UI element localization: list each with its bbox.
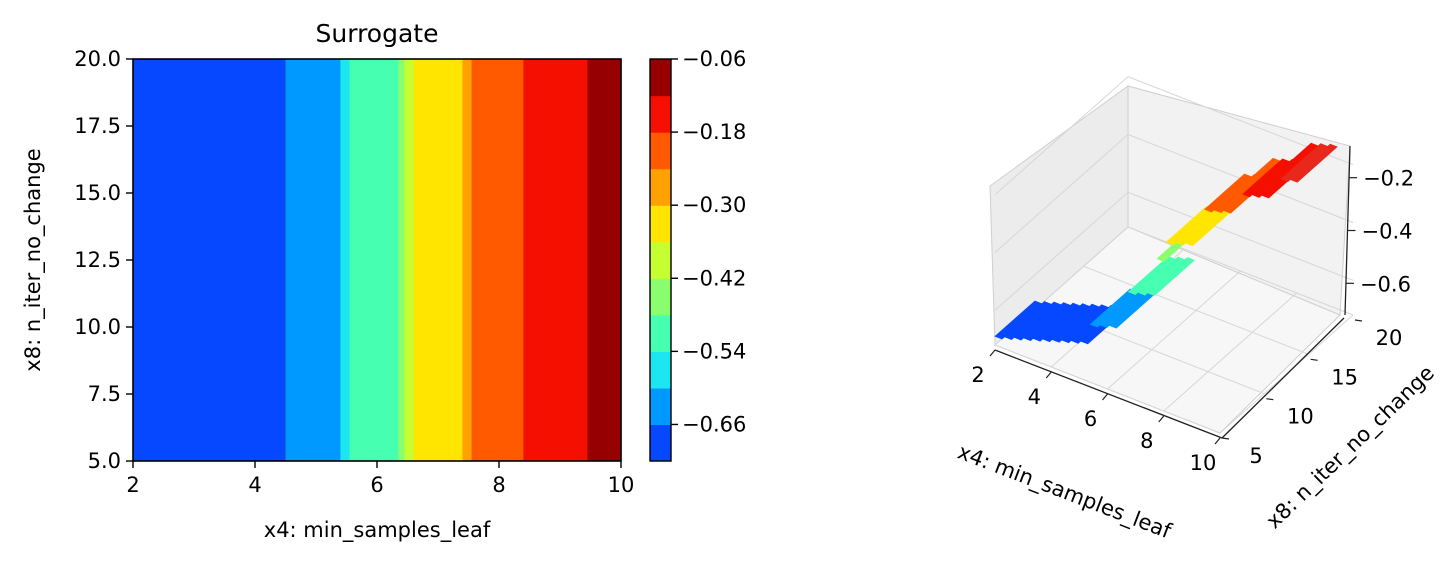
colorbar-cell-0 [650, 424, 671, 462]
y-tick-label: 5.0 [88, 449, 121, 473]
floor-grid-line [1107, 270, 1241, 390]
x-tick-label: 6 [370, 473, 383, 497]
colorbar-cell-1 [650, 387, 671, 426]
x-axis-ticks-3d: 2 4 6 8 10 [971, 349, 1221, 475]
x-tick-label-3d: 10 [1190, 451, 1217, 475]
colorbar-tick-label: −0.66 [682, 412, 746, 436]
contour-band-7 [462, 59, 473, 461]
colorbar-cell-3 [650, 314, 671, 352]
colorbar-cell-5 [650, 241, 671, 279]
x-axis-line [994, 349, 1223, 439]
contour-plot: Surrogate 2 4 6 8 10 5.0 7.5 10.0 12.5 15.0 17.5 2… [21, 19, 634, 543]
contour-band-9 [523, 59, 589, 461]
y-tick-label-3d: 15 [1331, 365, 1358, 389]
y-tick-label-3d: 20 [1376, 326, 1403, 350]
contour-band-10 [587, 59, 622, 461]
colorbar-tick-label: −0.06 [682, 47, 746, 71]
x-tick-label-3d: 6 [1084, 407, 1097, 431]
y-tick-label: 12.5 [74, 248, 121, 272]
floor-grid-line [994, 344, 1221, 434]
y-tick-label: 20.0 [74, 47, 121, 71]
wall-grid-line [994, 76, 1354, 196]
z-axis-ticks-3d: −0.6 −0.4 −0.2 [1345, 167, 1414, 296]
y-tick-label-3d: 5 [1249, 444, 1262, 468]
floor-grid-line [1083, 265, 1309, 355]
y-tick-label-3d: 10 [1287, 405, 1314, 429]
contour-band-3 [349, 59, 399, 461]
y-tick-mark-3d [1266, 398, 1274, 401]
x-tick-label-3d: 2 [971, 363, 984, 387]
floor-grid-line [1163, 292, 1298, 412]
surface-strips [994, 142, 1338, 345]
x-tick-label: 8 [492, 473, 505, 497]
y-tick-mark-3d [1354, 319, 1363, 322]
contour-band-1 [285, 59, 341, 461]
contour-band-6 [413, 59, 463, 461]
z-tick-label-3d: −0.6 [1360, 272, 1411, 296]
contour-band-4 [398, 59, 406, 461]
contour-band-2 [340, 59, 351, 461]
y-tick-mark-3d [1221, 437, 1230, 440]
y-axis-line [1221, 317, 1345, 439]
x-tick-mark-3d [1102, 393, 1108, 401]
x-tick-mark-3d [1214, 437, 1221, 445]
surface-3d-plot: 2 4 6 8 10 5 10 15 20 −0.6 −0.4 −0.2 x4: min_samp… [954, 76, 1440, 545]
colorbar-tick-label: −0.18 [682, 120, 746, 144]
colorbar-tick-label: −0.42 [682, 266, 746, 290]
colorbar-cell-8 [650, 132, 671, 170]
colorbar-cell-2 [650, 351, 671, 389]
contour-band-8 [471, 59, 524, 461]
x-tick-mark-3d [989, 349, 996, 357]
colorbar-tick-label: −0.54 [682, 339, 746, 363]
contour-band-0 [133, 59, 287, 461]
colorbar-cell-9 [650, 95, 671, 133]
y-tick-mark-3d [1310, 358, 1318, 361]
colorbar: −0.66 −0.54 −0.42 −0.30 −0.18 −0.06 [649, 47, 746, 462]
y-axis-ticks-3d: 5 10 15 20 [1221, 319, 1403, 468]
x-tick-label: 10 [608, 473, 635, 497]
wall-grid-line [994, 191, 1354, 311]
surface-patch [1146, 257, 1195, 296]
x-tick-label-3d: 8 [1140, 429, 1153, 453]
z-tick-label-3d: −0.2 [1363, 167, 1414, 191]
surface-patch [1289, 143, 1338, 183]
colorbar-ticks: −0.66 −0.54 −0.42 −0.30 −0.18 −0.06 [671, 47, 746, 436]
floor-grid-line [1127, 226, 1354, 316]
x-axis-ticks: 2 4 6 8 10 [126, 461, 634, 497]
y-tick-label: 15.0 [74, 181, 121, 205]
z-tick-label-3d: −0.4 [1362, 220, 1413, 244]
x-axis-label: x4: min_samples_leaf [264, 518, 491, 543]
x-tick-mark-3d [1158, 415, 1165, 423]
x-tick-label-3d: 4 [1028, 385, 1041, 409]
x-axis-label-3d: x4: min_samples_leaf [954, 440, 1175, 545]
colorbar-cell-6 [650, 205, 671, 243]
x-tick-label: 2 [126, 473, 139, 497]
y-tick-label: 17.5 [74, 114, 121, 138]
y-tick-label: 10.0 [74, 315, 121, 339]
y-axis-label: x8: n_iter_no_change [21, 148, 46, 371]
colorbar-cell-4 [650, 278, 671, 316]
colorbar-cells [650, 59, 671, 462]
colorbar-tick-label: −0.30 [682, 193, 746, 217]
y-axis-ticks: 5.0 7.5 10.0 12.5 15.0 17.5 20.0 [74, 47, 133, 473]
chart-title: Surrogate [316, 19, 439, 48]
y-tick-label: 7.5 [88, 382, 121, 406]
colorbar-frame [649, 58, 672, 462]
x-tick-mark-3d [1045, 371, 1052, 379]
contour-bands [133, 59, 622, 461]
wall-grid-line [994, 133, 1354, 253]
contour-band-5 [404, 59, 415, 461]
colorbar-cell-10 [650, 59, 671, 97]
colorbar-cell-7 [650, 168, 671, 206]
x-tick-label: 4 [248, 473, 261, 497]
